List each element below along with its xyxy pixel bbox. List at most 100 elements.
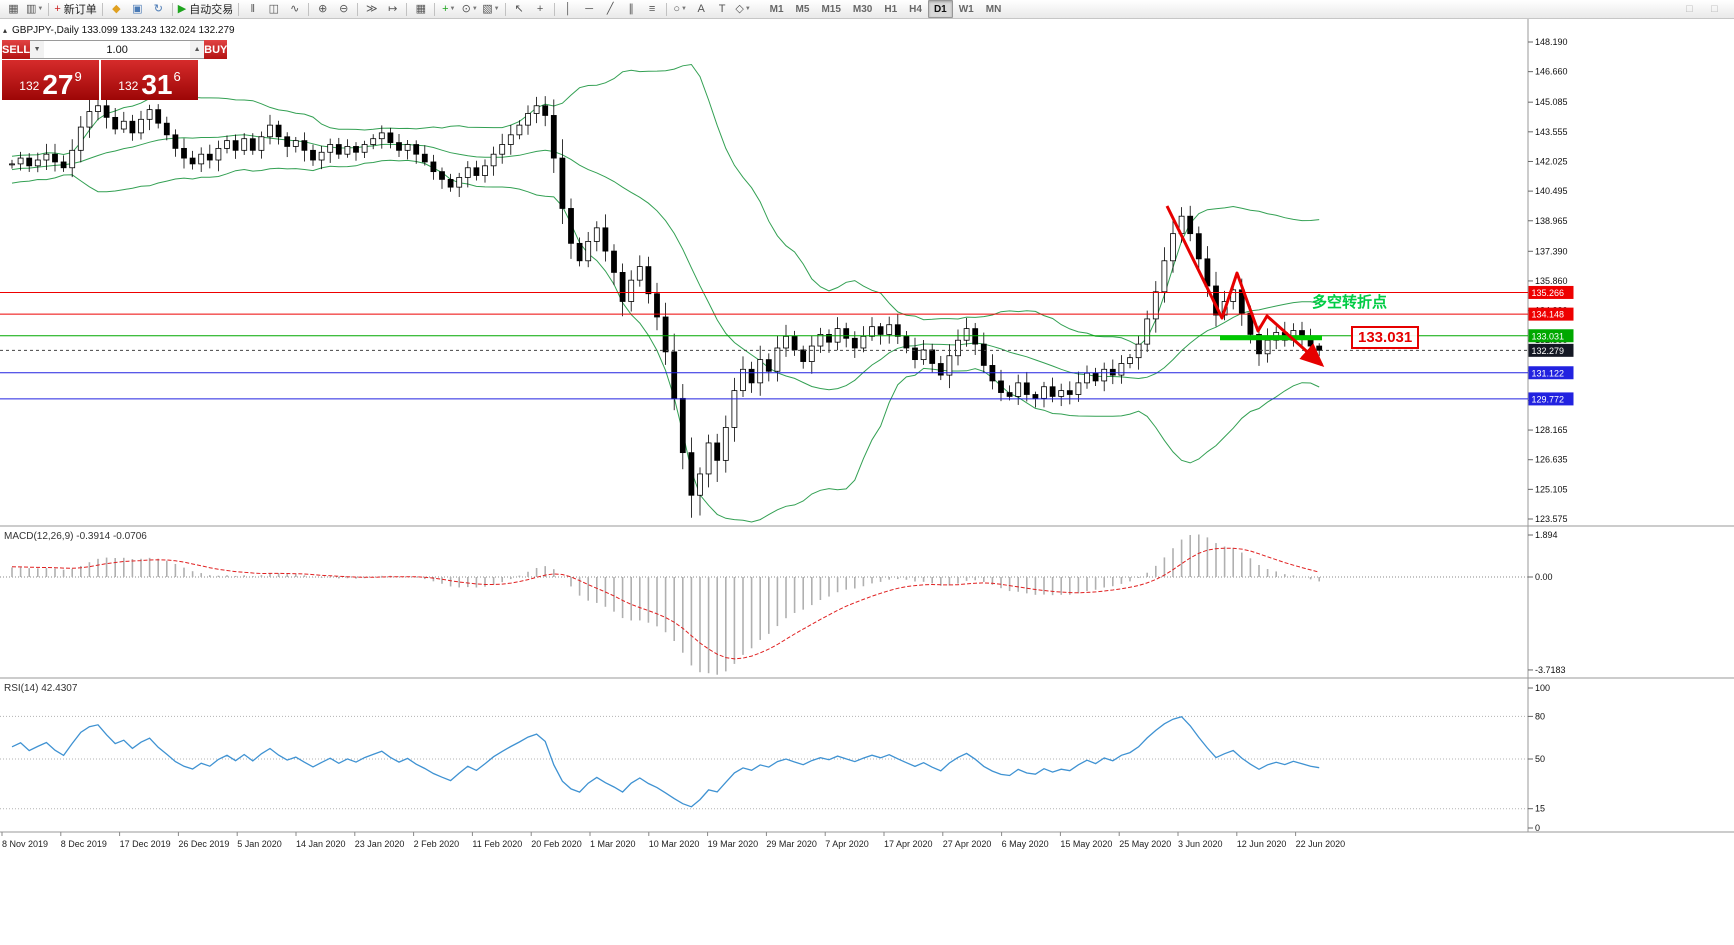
timeframe-m1-button[interactable]: M1 — [769, 3, 784, 15]
toolbar-separator — [553, 2, 555, 16]
candlestick-chart-button[interactable]: ◫ — [263, 1, 284, 17]
sell-button[interactable]: SELL — [2, 40, 31, 59]
chart-shift-button[interactable]: ↦ — [382, 1, 403, 17]
cursor-button[interactable]: ↖ — [509, 1, 530, 17]
shapes-icon: ○ — [673, 2, 680, 15]
red-trend-arrow[interactable] — [1165, 205, 1325, 367]
profiles-button[interactable]: ▥ ▼ — [24, 1, 45, 17]
zoom-out-icon: ⊖ — [339, 2, 349, 15]
svg-text:25 May 2020: 25 May 2020 — [1119, 839, 1171, 849]
svg-text:14 Jan 2020: 14 Jan 2020 — [296, 839, 346, 849]
svg-text:125.105: 125.105 — [1535, 484, 1568, 494]
trendline-button[interactable]: ╱ — [600, 1, 621, 17]
volume-box: ▼ ▲ — [30, 40, 205, 59]
crosshair-button[interactable]: + — [530, 1, 551, 17]
volume-input[interactable] — [44, 41, 191, 58]
symbol-ohlc-text: GBPJPY-,Daily 133.099 133.243 132.024 13… — [12, 25, 235, 36]
sell-price-display[interactable]: 132 27 9 — [2, 60, 99, 100]
svg-text:1 Mar 2020: 1 Mar 2020 — [590, 839, 636, 849]
zoom-out-button[interactable]: ⊖ — [333, 1, 354, 17]
date-axis: 8 Nov 2019 8 Dec 2019 17 Dec 2019 26 Dec 20… — [1, 832, 1345, 849]
bollinger-bands — [11, 63, 1320, 523]
one-click-trading-panel: SELL ▼ ▲ BUY 132 27 9 132 31 6 — [2, 40, 228, 100]
new-order-button-label: 新订单 — [63, 4, 97, 16]
horizontal-line-icon: ─ — [585, 2, 594, 15]
timeframe-toolbar: M1 M5 M15 M30 H1 H4 D1 W1 MN — [764, 0, 1008, 18]
toolbar-separator — [357, 2, 359, 16]
toolbar-separator — [101, 2, 103, 16]
macd-axis: 1.894 0.00 -3.7183 — [1528, 530, 1566, 675]
crosshair-icon: + — [536, 2, 544, 15]
buy-price-prefix: 132 — [118, 79, 139, 93]
bar-chart-button[interactable]: ‖ — [242, 1, 263, 17]
svg-text:2 Feb 2020: 2 Feb 2020 — [414, 839, 460, 849]
templates-button[interactable]: ▧ ▼ — [480, 1, 501, 17]
timeframe-d1-button[interactable]: D1 — [927, 0, 953, 18]
auto-scroll-button[interactable]: ≫ — [361, 1, 382, 17]
arrow-objects-button[interactable]: ◇ ▼ — [733, 1, 754, 17]
svg-text:145.085: 145.085 — [1535, 97, 1568, 107]
svg-text:17 Apr 2020: 17 Apr 2020 — [884, 839, 933, 849]
timeframe-m30-button[interactable]: M30 — [852, 3, 873, 15]
horizontal-line-button[interactable]: ─ — [579, 1, 600, 17]
svg-text:29 Mar 2020: 29 Mar 2020 — [766, 839, 817, 849]
toolbar-separator — [171, 2, 173, 16]
timeframe-m15-button[interactable]: M15 — [821, 3, 841, 15]
cursor-icon: ↖ — [514, 2, 524, 15]
price-chart-canvas[interactable]: 148.190 146.660 145.085 143.555 142.025 140.4… — [0, 19, 1734, 945]
equidistant-channel-button[interactable]: ∥ — [621, 1, 642, 17]
timeframe-h1-button[interactable]: H1 — [884, 3, 898, 15]
buy-price-sup: 6 — [173, 69, 181, 84]
timeframe-m5-button[interactable]: M5 — [795, 3, 810, 15]
periods-button[interactable]: ⊙ ▼ — [459, 1, 480, 17]
toolbar-extra-button-1[interactable]: □ — [1686, 3, 1693, 15]
data-window-button[interactable]: ▣ — [127, 1, 148, 17]
refresh-button[interactable]: ↻ — [148, 1, 169, 17]
volume-increase-button[interactable]: ▲ — [190, 41, 205, 58]
fibonacci-retracement-button[interactable]: ≡ — [642, 1, 663, 17]
svg-text:11 Feb 2020: 11 Feb 2020 — [472, 839, 522, 849]
mql5-community-button[interactable]: ◆ — [106, 1, 127, 17]
indicators-button[interactable]: + ▼ — [438, 1, 459, 17]
chevron-down-icon: ▼ — [680, 6, 687, 12]
svg-text:20 Feb 2020: 20 Feb 2020 — [531, 839, 582, 849]
volume-decrease-button[interactable]: ▼ — [30, 41, 45, 58]
svg-text:0.00: 0.00 — [1535, 572, 1553, 582]
buy-price-display[interactable]: 132 31 6 — [101, 60, 198, 100]
svg-text:6 May 2020: 6 May 2020 — [1002, 839, 1049, 849]
new-order-button[interactable]: + 新订单 — [52, 1, 98, 17]
rsi-indicator-title: RSI(14) 42.4307 — [4, 683, 78, 694]
zoom-in-button[interactable]: ⊕ — [312, 1, 333, 17]
svg-text:142.025: 142.025 — [1535, 156, 1568, 166]
turning-point-annotation[interactable]: 多空转折点 — [1312, 294, 1388, 311]
tile-windows-button[interactable]: ▦ — [410, 1, 431, 17]
timeframe-h4-button[interactable]: H4 — [909, 3, 922, 15]
svg-text:133.031: 133.031 — [1532, 331, 1565, 341]
svg-text:26 Dec 2019: 26 Dec 2019 — [178, 839, 229, 849]
macd-signal-line — [11, 547, 1320, 660]
new-chart-button[interactable]: ▦ — [3, 1, 24, 17]
toolbar-extra-button-2[interactable]: □ — [1711, 3, 1718, 15]
chart-collapse-icon[interactable]: ▴ — [3, 26, 8, 35]
timeframe-w1-button[interactable]: W1 — [958, 3, 974, 15]
text-label-button[interactable]: T — [712, 1, 733, 17]
vertical-line-button[interactable]: │ — [558, 1, 579, 17]
main-toolbar: ▦ ▥ ▼ + 新订单 ◆ ▣ ↻ ▶ 自动交易 ‖ ◫ ∿ ⊕ ⊖ ≫ ↦ ▦ + ▼ ⊙ ▼ ▧ ▼ ↖ + │ ─ ╱ ∥ ≡ ○ ▼ A T… — [0, 0, 1734, 19]
chevron-down-icon: ▼ — [493, 6, 500, 12]
toolbar-separator — [238, 2, 240, 16]
arrow-objects-icon: ◇ — [735, 2, 744, 15]
auto-trading-button[interactable]: ▶ 自动交易 — [176, 1, 235, 17]
buy-button[interactable]: BUY — [204, 40, 228, 59]
line-chart-button[interactable]: ∿ — [284, 1, 305, 17]
price-level-callout[interactable]: 133.031 — [1351, 326, 1420, 349]
shapes-button[interactable]: ○ ▼ — [670, 1, 691, 17]
horizontal-level-lines[interactable]: 135.266 134.148 133.031 132.279 131.122 129.7… — [0, 285, 1574, 406]
auto-trading-button-label: 自动交易 — [189, 4, 234, 16]
refresh-icon: ↻ — [153, 2, 163, 15]
svg-text:15: 15 — [1535, 804, 1545, 814]
rsi-axis: 100 80 50 15 0 — [1528, 683, 1550, 833]
timeframe-mn-button[interactable]: MN — [985, 3, 1002, 15]
svg-text:134.148: 134.148 — [1532, 310, 1565, 320]
periods-icon: ⊙ — [461, 2, 471, 15]
text-button[interactable]: A — [691, 1, 712, 17]
